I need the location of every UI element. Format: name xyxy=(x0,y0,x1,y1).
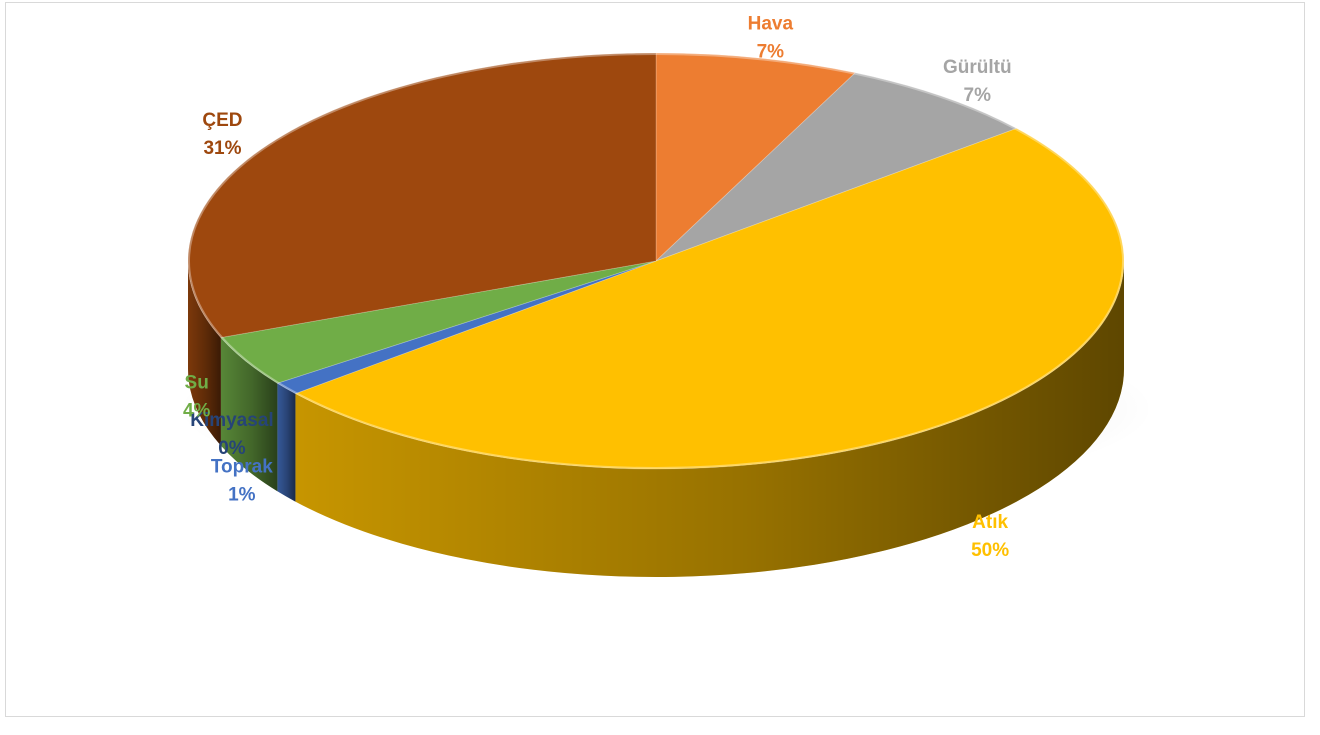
category-label: Hava xyxy=(748,14,794,35)
percent-label: 1% xyxy=(228,485,256,506)
data-label-su: Su 4% xyxy=(183,372,211,421)
percent-label: 0% xyxy=(218,438,246,459)
percent-label: 4% xyxy=(183,400,211,421)
pie-side-atik xyxy=(295,261,1125,577)
data-label-atik: Atık 50% xyxy=(971,512,1009,561)
category-label: Kimyasal xyxy=(190,410,273,431)
data-label-toprak: Toprak 1% xyxy=(211,457,273,506)
percent-label: 31% xyxy=(203,138,241,159)
category-label: Gürültü xyxy=(943,57,1012,78)
pie-rim xyxy=(188,53,1124,469)
percent-label: 7% xyxy=(757,42,785,63)
pie-side-toprak xyxy=(277,383,296,502)
pie-slice-su xyxy=(220,260,657,384)
pie-slice-atik xyxy=(294,127,1124,470)
category-label: ÇED xyxy=(202,110,242,131)
pie-chart: Hava 7% Gürültü 7% Atık 50% Toprak 1% Kimyasal 0%… xyxy=(178,14,1154,577)
chart-frame: Hava 7% Gürültü 7% Atık 50% Toprak 1% Kimyasal 0%… xyxy=(5,2,1305,717)
category-label: Su xyxy=(185,372,209,393)
percent-label: 7% xyxy=(964,85,992,106)
percent-label: 50% xyxy=(971,540,1009,561)
pie-slice-ced xyxy=(187,52,657,339)
data-label-ced: ÇED 31% xyxy=(202,110,242,159)
pie-slice-toprak xyxy=(276,260,657,395)
pie-side-su xyxy=(220,337,278,492)
pie-side-ced xyxy=(188,261,221,446)
pie-slice-hava xyxy=(655,52,857,262)
data-label-kimyasal: Kimyasal 0% xyxy=(190,410,273,459)
category-label: Atık xyxy=(972,512,1008,533)
category-label: Toprak xyxy=(211,457,273,478)
data-label-hava: Hava 7% xyxy=(748,14,794,63)
pie-slice-gurultu xyxy=(655,72,1018,262)
data-label-gurultu: Gürültü 7% xyxy=(943,57,1012,106)
